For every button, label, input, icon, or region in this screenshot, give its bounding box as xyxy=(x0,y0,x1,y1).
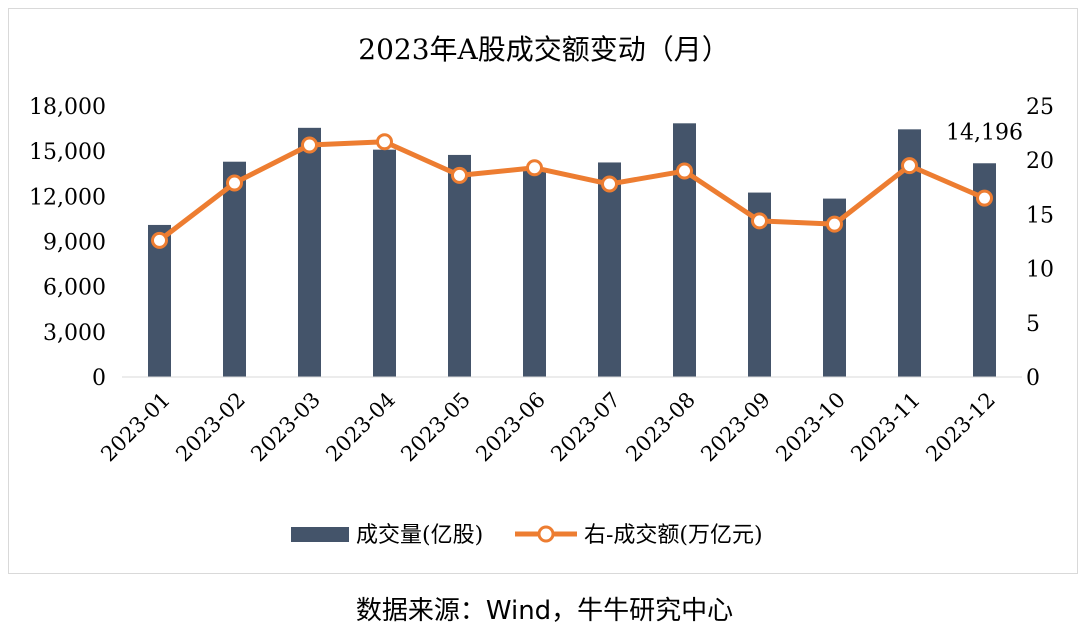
bar-2023-06 xyxy=(523,170,546,377)
bar-2023-09 xyxy=(748,192,771,377)
y-right-tick-label: 15 xyxy=(1026,203,1054,228)
bar-2023-11 xyxy=(898,129,921,377)
y-left-tick-label: 15,000 xyxy=(29,140,106,165)
line-point-2023-05 xyxy=(451,166,468,184)
line-point-2023-11 xyxy=(901,157,918,175)
y-left-tick-label: 3,000 xyxy=(43,321,106,346)
legend-bar-swatch xyxy=(291,527,349,542)
bar-2023-12 xyxy=(973,163,996,377)
x-tick-label: 2023-10 xyxy=(771,388,850,467)
line-point-2023-12 xyxy=(976,189,993,207)
line-point-2023-08 xyxy=(676,162,693,180)
y-left-tick-label: 18,000 xyxy=(29,95,106,120)
y-left-tick-label: 0 xyxy=(92,366,106,391)
legend-line-label: 右-成交额(万亿元) xyxy=(584,523,763,548)
x-tick-label: 2023-03 xyxy=(246,388,325,467)
x-tick-label: 2023-06 xyxy=(471,388,550,467)
line-point-2023-06 xyxy=(526,159,543,177)
bar-2023-05 xyxy=(448,154,471,377)
annotations: 14,196 xyxy=(946,120,1023,145)
y-axis-left: 0 3,000 6,000 9,000 12,000 15,000 18,000 xyxy=(29,95,106,391)
x-tick-label: 2023-09 xyxy=(696,388,775,467)
legend: 成交量(亿股) 右-成交额(万亿元) xyxy=(291,523,763,548)
x-tick-label: 2023-12 xyxy=(921,388,1000,467)
bar-2023-02 xyxy=(223,161,246,377)
line-point-2023-01 xyxy=(151,231,168,249)
legend-line-marker xyxy=(537,525,555,543)
chart-frame: 2023年A股成交额变动（月） 0 3,000 6,000 9,000 12,000 15… xyxy=(8,8,1078,574)
x-tick-label: 2023-01 xyxy=(96,388,175,467)
chart-title: 2023年A股成交额变动（月） xyxy=(358,33,729,66)
bar-2023-03 xyxy=(298,127,321,377)
line-point-2023-02 xyxy=(226,174,243,192)
bar-2023-10 xyxy=(823,198,846,377)
bar-2023-07 xyxy=(598,162,621,377)
x-tick-label: 2023-05 xyxy=(396,388,475,467)
x-tick-label: 2023-07 xyxy=(546,388,625,467)
legend-bar-label: 成交量(亿股) xyxy=(356,523,483,548)
data-label: 14,196 xyxy=(946,120,1023,145)
x-tick-label: 2023-08 xyxy=(621,388,700,467)
bar-2023-08 xyxy=(673,123,696,377)
y-right-tick-label: 0 xyxy=(1026,366,1040,391)
line-path xyxy=(157,139,987,243)
x-tick-label: 2023-11 xyxy=(846,388,925,467)
y-right-tick-label: 25 xyxy=(1026,95,1054,120)
x-tick-label: 2023-04 xyxy=(321,388,400,467)
y-left-tick-label: 9,000 xyxy=(43,231,106,256)
y-right-tick-label: 5 xyxy=(1026,312,1040,337)
y-axis-right: 0 5 10 15 20 25 xyxy=(1026,95,1054,391)
line-point-2023-04 xyxy=(376,133,393,151)
y-left-tick-label: 6,000 xyxy=(43,276,106,301)
line-point-2023-10 xyxy=(826,215,843,233)
line-point-2023-07 xyxy=(601,175,618,193)
y-right-tick-label: 20 xyxy=(1026,149,1054,174)
x-axis-labels: 2023-012023-022023-032023-042023-052023-… xyxy=(96,388,1000,467)
bar-2023-04 xyxy=(373,149,396,377)
line-point-2023-03 xyxy=(301,136,318,154)
line-point-2023-09 xyxy=(751,212,768,230)
source-note: 数据来源：Wind，牛牛研究中心 xyxy=(355,596,734,626)
line-series xyxy=(151,133,993,249)
y-left-tick-label: 12,000 xyxy=(29,185,106,210)
chart-svg: 2023年A股成交额变动（月） 0 3,000 6,000 9,000 12,000 15… xyxy=(29,33,1054,548)
bar-series xyxy=(148,123,996,377)
x-tick-label: 2023-02 xyxy=(171,388,250,467)
y-right-tick-label: 10 xyxy=(1026,258,1054,283)
bar-2023-01 xyxy=(148,224,171,377)
